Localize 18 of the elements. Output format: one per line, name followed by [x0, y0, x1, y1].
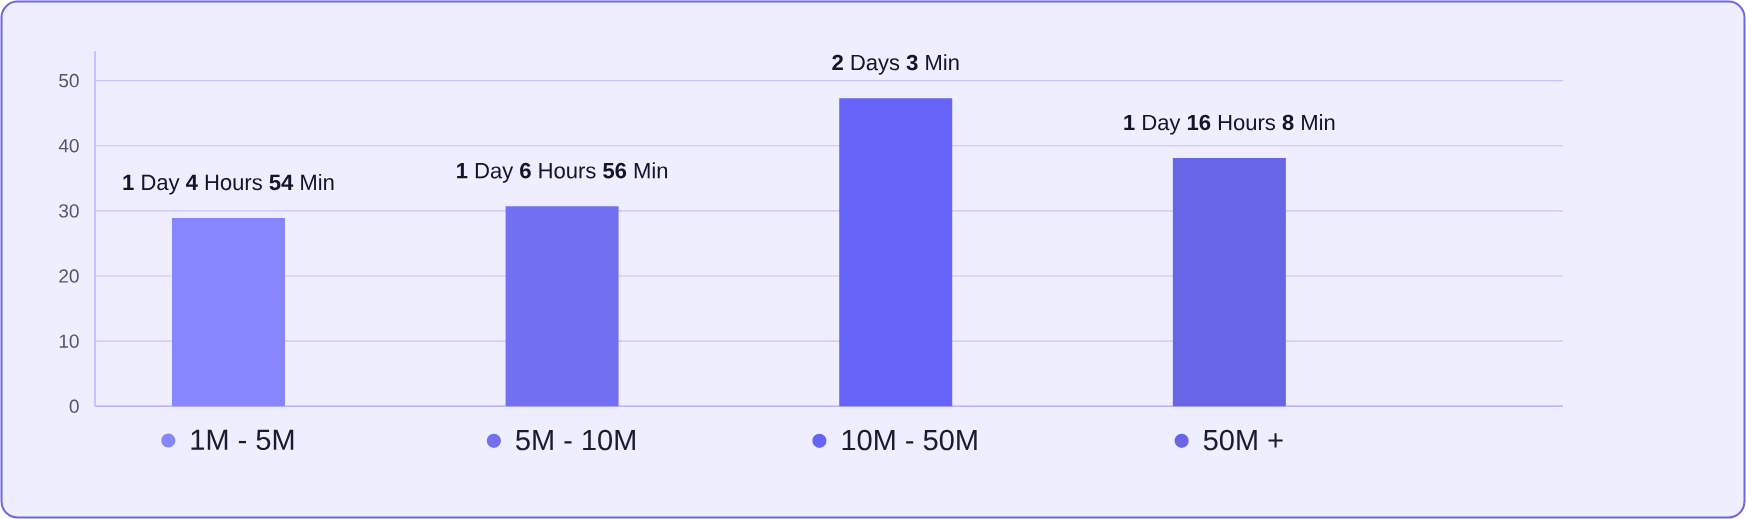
bar	[171, 218, 285, 407]
data-label: 2 Days 3 Min	[832, 54, 959, 75]
y-tick-label: 20	[59, 269, 79, 283]
y-tick-label: 0	[69, 399, 79, 414]
y-tick-label: 30	[59, 204, 79, 218]
x-tick-label: 50M +	[1203, 429, 1283, 451]
data-label: 1 Day 16 Hours 8 Min	[1124, 114, 1335, 135]
y-tick-label: 10	[59, 334, 79, 348]
bar	[505, 206, 619, 407]
data-label: 1 Day 6 Hours 56 Min	[457, 162, 668, 183]
x-tick-label: 5M - 10M	[516, 429, 635, 451]
x-tick-label: 1M - 5M	[191, 429, 294, 451]
bar	[839, 98, 953, 407]
bar	[1172, 158, 1286, 407]
y-tick-label: 50	[59, 73, 79, 88]
data-label: 1 Day 4 Hours 54 Min	[123, 173, 334, 195]
x-tick-label: 10M - 50M	[842, 429, 977, 451]
y-tick-label: 40	[58, 139, 79, 153]
